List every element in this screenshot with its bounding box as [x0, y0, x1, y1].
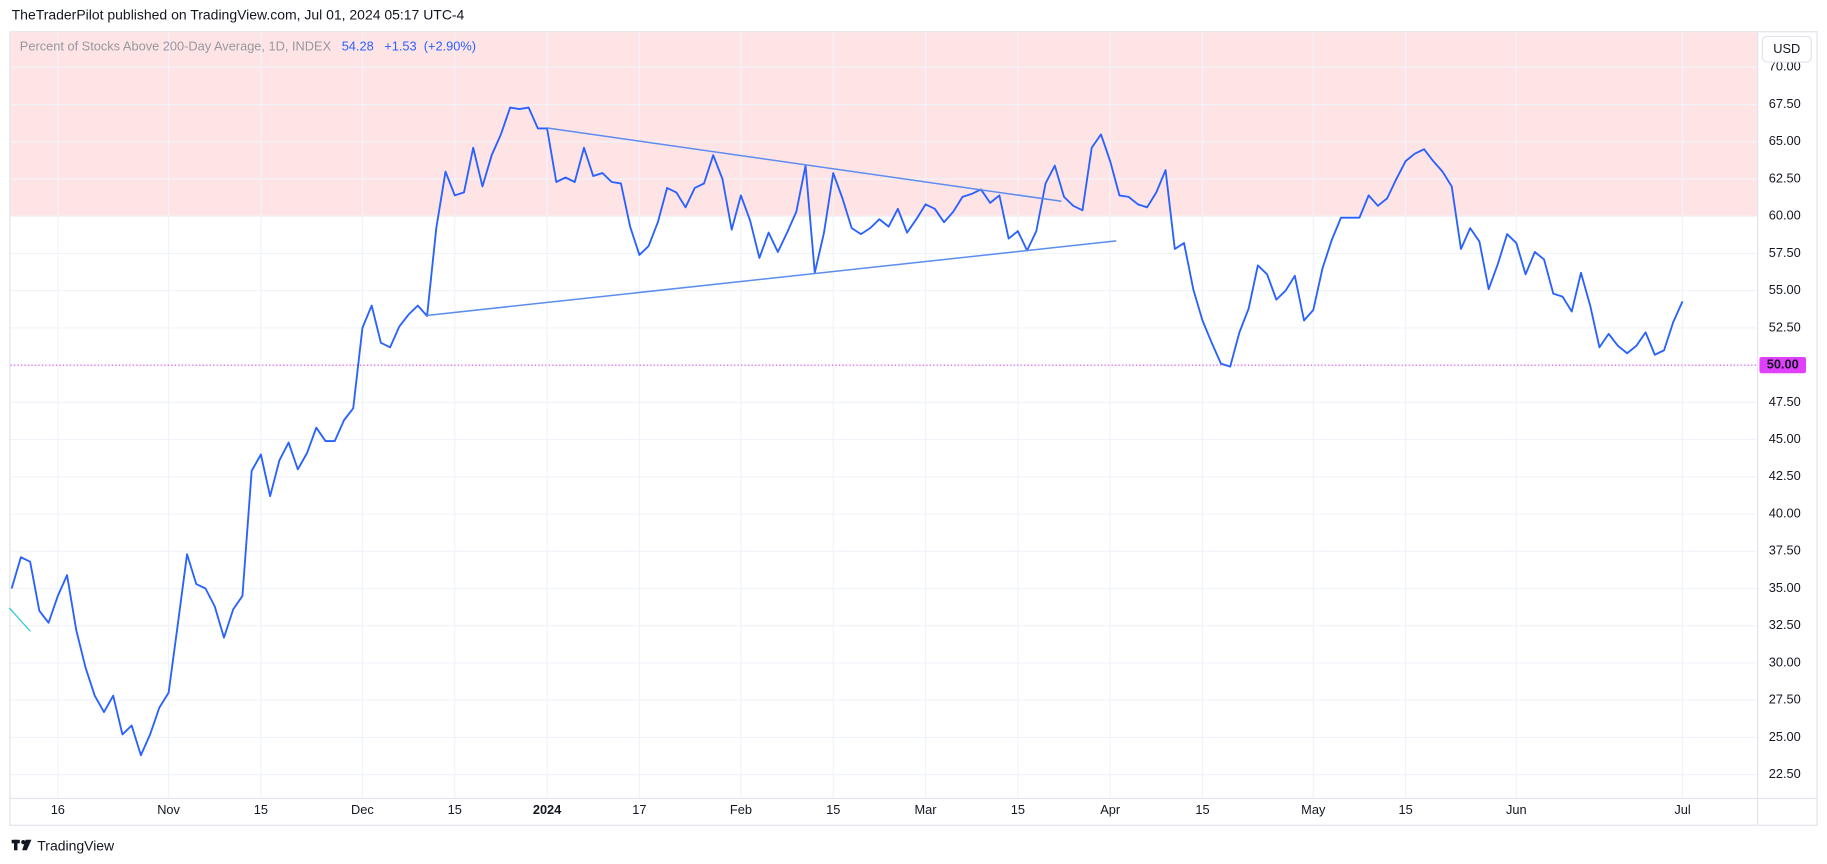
y-tick-label: 35.00	[1769, 580, 1801, 595]
y-tick-label: 52.50	[1769, 319, 1801, 334]
level-label: 50.00	[1767, 357, 1799, 372]
y-tick-label: 30.00	[1769, 654, 1801, 669]
legend-title: Percent of Stocks Above 200-Day Average,…	[20, 39, 332, 54]
y-tick-label: 42.50	[1769, 468, 1801, 483]
tradingview-logo	[11, 839, 32, 851]
x-tick-label: Apr	[1100, 802, 1121, 817]
currency-label[interactable]: USD	[1773, 41, 1800, 56]
x-tick-label: 15	[1398, 802, 1412, 817]
y-tick-label: 45.00	[1769, 431, 1801, 446]
y-tick-label: 25.00	[1769, 729, 1801, 744]
x-tick-label: 2024	[533, 802, 562, 817]
y-tick-label: 62.50	[1769, 170, 1801, 185]
y-tick-label: 47.50	[1769, 394, 1801, 409]
level-badge	[1759, 356, 1807, 374]
lower-trendline	[426, 240, 1117, 317]
y-tick-label: 57.50	[1769, 245, 1801, 260]
x-tick-label: Jun	[1506, 802, 1527, 817]
y-tick-label: 27.50	[1769, 692, 1801, 707]
y-tick-label: 32.50	[1769, 617, 1801, 632]
x-tick-label: Mar	[915, 802, 938, 817]
upper-trendline	[546, 127, 1062, 203]
y-tick-label: 65.00	[1769, 133, 1801, 148]
y-tick-label: 67.50	[1769, 96, 1801, 111]
footer-brand: TradingView	[37, 837, 115, 853]
publisher-header: TheTraderPilot published on TradingView.…	[12, 7, 465, 23]
y-tick-label: 60.00	[1769, 208, 1801, 223]
y-tick-label: 22.50	[1769, 766, 1801, 781]
legend-change-pct: (+2.90%)	[424, 39, 476, 54]
y-tick-label: 37.50	[1769, 543, 1801, 558]
x-tick-label: 17	[632, 802, 646, 817]
x-tick-label: 15	[1195, 802, 1209, 817]
series-line	[10, 106, 1684, 757]
x-tick-label: Jul	[1674, 802, 1690, 817]
currency-button[interactable]	[1761, 35, 1812, 63]
x-tick-label: Dec	[351, 802, 374, 817]
x-tick-label: 15	[826, 802, 840, 817]
overbought-zone	[10, 32, 1758, 217]
x-tick-label: 15	[1011, 802, 1025, 817]
legend-change: +1.53	[384, 39, 416, 54]
x-tick-label: 15	[448, 802, 462, 817]
drawing-fragment	[8, 607, 31, 632]
x-tick-label: May	[1301, 802, 1326, 817]
y-tick-label: 55.00	[1769, 282, 1801, 297]
x-tick-label: Nov	[157, 802, 180, 817]
legend-last: 54.28	[342, 39, 374, 54]
x-tick-label: Feb	[730, 802, 752, 817]
chart-frame	[9, 31, 1818, 826]
y-tick-label: 40.00	[1769, 505, 1801, 520]
x-tick-label: 15	[254, 802, 268, 817]
legend: Percent of Stocks Above 200-Day Average,…	[20, 39, 476, 54]
x-tick-label: 16	[51, 802, 65, 817]
